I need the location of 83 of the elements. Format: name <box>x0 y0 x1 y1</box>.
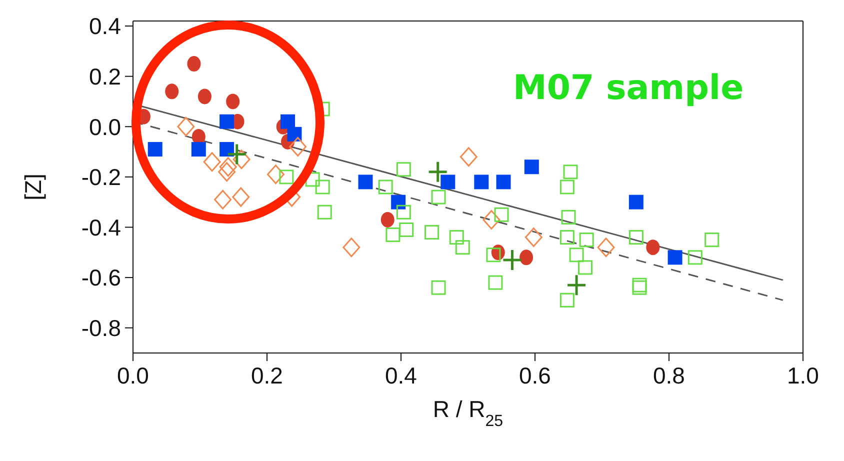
point <box>560 292 574 308</box>
point <box>380 212 394 228</box>
point <box>494 207 509 222</box>
point <box>474 174 489 190</box>
point <box>486 248 501 262</box>
point <box>560 180 574 194</box>
point <box>628 230 644 245</box>
point <box>561 210 576 224</box>
point <box>455 240 470 255</box>
point <box>566 274 587 296</box>
point <box>668 250 682 265</box>
point <box>220 114 234 129</box>
point <box>440 174 456 190</box>
y-tick-label: 0.4 <box>89 13 122 40</box>
y-tick-label: -0.2 <box>81 164 121 190</box>
point <box>488 275 503 290</box>
point <box>287 126 302 142</box>
point <box>220 142 234 157</box>
point <box>520 250 534 266</box>
point <box>214 190 232 210</box>
point <box>579 232 594 248</box>
point <box>399 222 414 238</box>
point <box>646 240 660 256</box>
point <box>289 137 307 157</box>
x-tick-label: 0.4 <box>385 362 418 388</box>
point <box>391 194 406 210</box>
point <box>358 174 373 190</box>
y-axis-title: [Z] <box>20 174 46 200</box>
point <box>203 152 221 172</box>
point <box>460 147 478 167</box>
point <box>198 88 212 104</box>
point <box>428 160 448 184</box>
point <box>524 160 539 174</box>
y-tick-label: -0.8 <box>81 315 121 342</box>
x-tick-label: 1.0 <box>787 362 819 388</box>
point <box>226 94 240 110</box>
point <box>449 230 464 245</box>
point <box>232 187 250 207</box>
point <box>524 228 542 248</box>
x-tick-label: 0.6 <box>519 362 551 388</box>
point <box>496 174 511 190</box>
point <box>597 238 615 258</box>
point <box>177 116 195 136</box>
point <box>378 180 393 194</box>
point <box>266 164 284 184</box>
point <box>187 56 201 72</box>
point <box>148 142 162 157</box>
point <box>192 128 206 144</box>
point <box>396 204 411 220</box>
point <box>502 248 522 272</box>
point <box>315 180 330 194</box>
point <box>431 280 446 295</box>
point <box>578 260 592 275</box>
point <box>386 228 400 242</box>
x-axis-title: R / R$_{25}$ <box>432 396 504 430</box>
point <box>226 143 248 166</box>
point <box>563 164 578 180</box>
x-tick-label: 0.0 <box>117 362 149 388</box>
point <box>424 225 440 240</box>
annotation: M07 sample <box>513 68 744 108</box>
point <box>431 190 446 204</box>
point <box>688 250 702 265</box>
point <box>560 230 574 245</box>
point <box>165 84 179 100</box>
point <box>218 162 236 182</box>
y-tick-label: -0.6 <box>81 264 121 291</box>
x-tick-label: 0.8 <box>653 362 685 388</box>
point <box>279 170 294 184</box>
point <box>191 142 206 157</box>
point <box>396 162 411 177</box>
y-tick-label: -0.4 <box>81 214 122 240</box>
point <box>704 232 720 248</box>
point <box>219 157 237 177</box>
x-tick-label: 0.2 <box>251 362 283 388</box>
point <box>569 248 584 262</box>
point <box>280 114 296 129</box>
point <box>232 150 250 170</box>
point <box>342 238 360 258</box>
point <box>482 210 500 230</box>
y-tick-label: 0.0 <box>89 114 121 140</box>
y-tick-label: 0.2 <box>89 64 121 90</box>
point <box>317 204 332 220</box>
point <box>628 194 644 210</box>
